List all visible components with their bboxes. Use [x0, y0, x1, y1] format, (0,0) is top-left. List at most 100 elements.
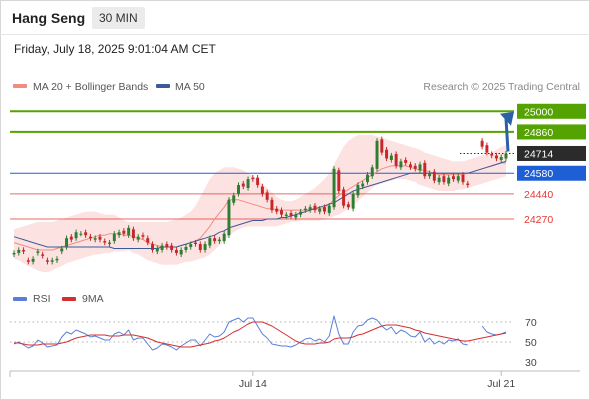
level-tag-label: 24580	[524, 168, 553, 180]
candle	[117, 229, 121, 238]
candle	[361, 180, 365, 190]
candle	[217, 236, 221, 244]
candle-body	[294, 214, 298, 218]
candle	[408, 161, 412, 170]
candle	[241, 180, 245, 190]
candle-body	[318, 208, 322, 212]
candle-body	[36, 251, 40, 253]
candle-body	[332, 168, 336, 208]
level-tag-24860: 24860	[517, 124, 586, 140]
candle	[165, 241, 169, 250]
candle-body	[256, 177, 260, 186]
candle-body	[17, 249, 21, 253]
rsi-tick-label: 70	[525, 317, 537, 329]
candle	[22, 247, 26, 255]
candle-body	[456, 176, 460, 181]
candle	[318, 206, 322, 215]
candle-body	[499, 157, 503, 160]
candle	[284, 211, 288, 219]
candle	[146, 235, 150, 246]
candle	[337, 167, 341, 194]
candle	[370, 164, 374, 179]
source-credit: Research © 2025 Trading Central	[423, 81, 580, 93]
candle	[428, 170, 432, 179]
candle-body	[88, 236, 92, 239]
level-tag-background	[517, 165, 586, 181]
candle	[289, 210, 293, 219]
candle	[260, 183, 264, 197]
candle	[385, 146, 389, 162]
candle	[490, 151, 494, 159]
candle-body	[103, 241, 107, 243]
candle	[399, 158, 403, 170]
candle	[12, 250, 16, 258]
candle-body	[117, 232, 121, 236]
level-tag-background	[517, 124, 586, 140]
candle	[299, 208, 303, 218]
candle	[55, 256, 59, 263]
rsi-ma-legend-label: 9MA	[82, 293, 104, 305]
candle-body	[351, 193, 355, 209]
candle-body	[280, 210, 283, 215]
candle-body	[136, 236, 140, 240]
candle	[41, 251, 45, 259]
candle	[189, 241, 193, 250]
candle	[442, 173, 446, 185]
candle-body	[480, 140, 484, 147]
candle-body	[127, 227, 131, 236]
candle	[494, 152, 498, 162]
candle	[151, 241, 155, 253]
candle-body	[346, 204, 350, 208]
candle-body	[437, 177, 441, 183]
candle	[380, 136, 384, 156]
candle	[50, 257, 54, 265]
candle-body	[418, 164, 422, 171]
candle-body	[208, 238, 212, 246]
candle	[65, 235, 69, 250]
candle-body	[74, 232, 78, 239]
candle-body	[222, 233, 226, 242]
projection-arrow-layer	[500, 111, 514, 152]
candle-body	[55, 258, 59, 261]
candle-body	[428, 173, 432, 177]
candle	[375, 138, 379, 172]
candle	[208, 235, 212, 249]
candle	[356, 182, 360, 199]
candle-body	[165, 244, 169, 248]
candle-body	[26, 260, 30, 262]
candle	[122, 228, 126, 237]
projection-arrow-head	[500, 111, 514, 126]
candle-body	[432, 171, 436, 181]
candle-body	[394, 154, 398, 166]
timeframe-button[interactable]: 30 MIN	[92, 7, 145, 29]
candle	[418, 161, 422, 173]
candle	[313, 203, 317, 213]
candle-body	[179, 249, 183, 255]
candle-body	[189, 244, 193, 248]
level-tag-label: 24714	[524, 148, 553, 160]
candle	[327, 203, 331, 216]
rsi-ma-legend-swatch	[62, 297, 76, 301]
candle-body	[31, 258, 35, 262]
ma20-legend-swatch	[13, 84, 27, 88]
candle	[342, 186, 346, 209]
candle-body	[232, 195, 236, 203]
candle	[351, 191, 355, 212]
candle	[447, 175, 451, 187]
candle-body	[494, 155, 498, 159]
candle-body	[323, 207, 326, 212]
candle-body	[308, 207, 312, 211]
candle	[323, 204, 326, 215]
candle	[365, 172, 369, 185]
candle	[170, 242, 174, 253]
candle-body	[485, 145, 489, 153]
candle	[203, 241, 207, 253]
candle-body	[194, 242, 197, 245]
candle-body	[22, 249, 26, 252]
candle-body	[41, 254, 45, 256]
candle-body	[151, 244, 155, 250]
candle-body	[337, 170, 341, 191]
candle	[98, 234, 102, 243]
candle-body	[79, 233, 83, 235]
